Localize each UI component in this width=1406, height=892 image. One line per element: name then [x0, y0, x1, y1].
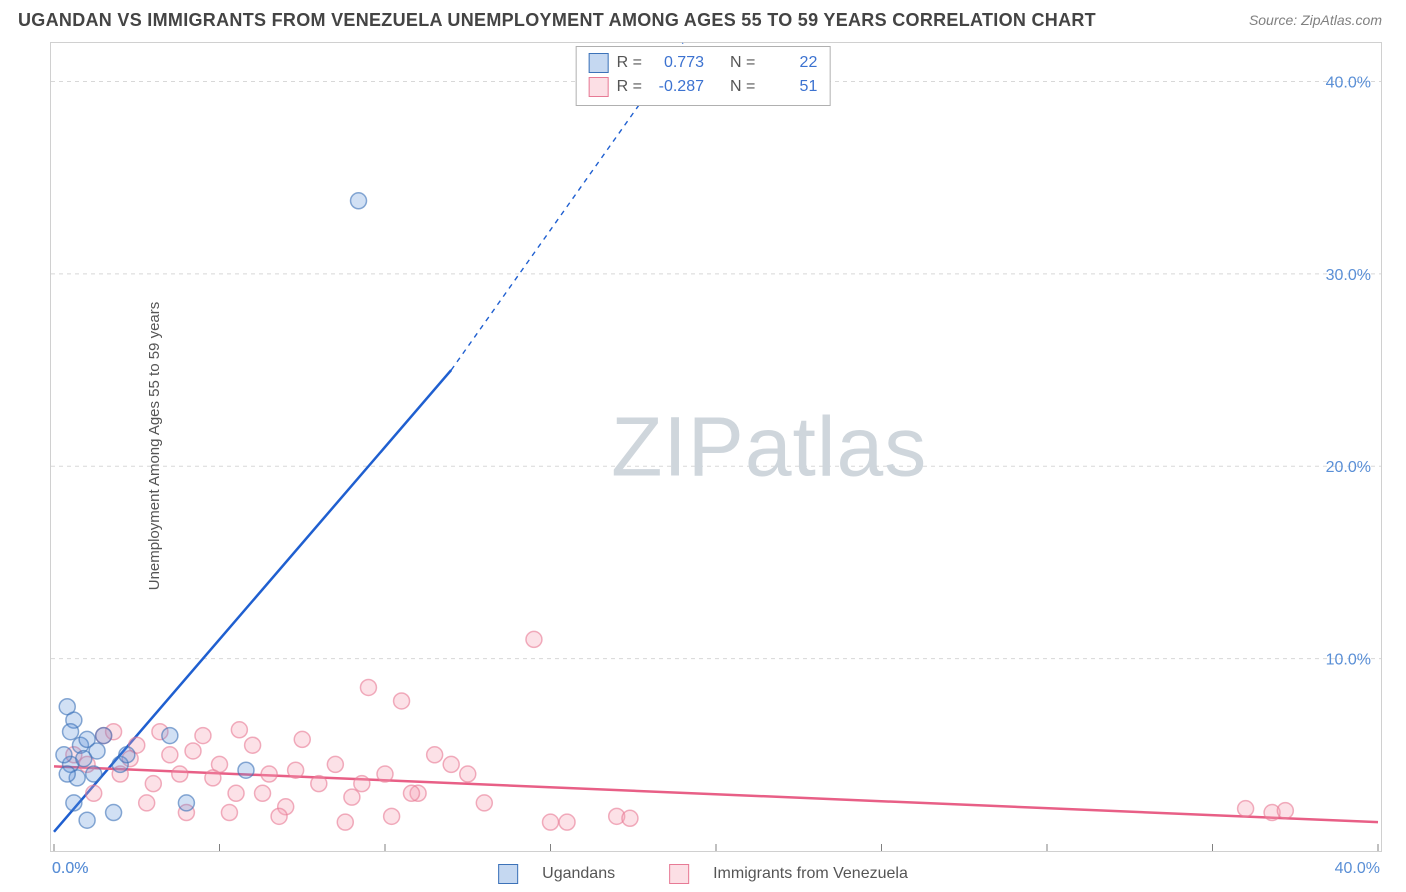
swatch-blue	[589, 53, 609, 73]
svg-text:40.0%: 40.0%	[1326, 74, 1371, 91]
r-value-venezuela: -0.287	[650, 75, 704, 99]
n-label: N =	[730, 51, 755, 75]
n-value-venezuela: 51	[763, 75, 817, 99]
r-label: R =	[617, 51, 642, 75]
r-label: R =	[617, 75, 642, 99]
swatch-blue-bottom	[498, 864, 518, 884]
chart-container: UGANDAN VS IMMIGRANTS FROM VENEZUELA UNE…	[0, 0, 1406, 892]
plot-area: ZIPatlas 10.0%20.0%30.0%40.0%0.0%40.0%0.…	[50, 42, 1382, 852]
swatch-pink	[589, 77, 609, 97]
chart-title: UGANDAN VS IMMIGRANTS FROM VENEZUELA UNE…	[18, 10, 1096, 31]
n-label: N =	[730, 75, 755, 99]
legend-row-ugandans: R = 0.773 N = 22	[589, 51, 818, 75]
scatter-svg: 10.0%20.0%30.0%40.0%0.0%40.0%0.0%	[51, 43, 1381, 851]
svg-text:40.0%: 40.0%	[1335, 860, 1380, 877]
svg-text:30.0%: 30.0%	[1326, 267, 1371, 284]
series-legend: Ugandans Immigrants from Venezuela	[498, 864, 908, 884]
r-value-ugandans: 0.773	[650, 51, 704, 75]
svg-text:10.0%: 10.0%	[1326, 652, 1371, 669]
correlation-legend: R = 0.773 N = 22 R = -0.287 N = 51	[576, 46, 831, 106]
svg-text:20.0%: 20.0%	[1326, 459, 1371, 476]
legend-label-venezuela: Immigrants from Venezuela	[713, 865, 908, 883]
legend-label-ugandans: Ugandans	[542, 865, 615, 883]
svg-text:0.0%: 0.0%	[52, 860, 88, 877]
swatch-pink-bottom	[669, 864, 689, 884]
source-attribution: Source: ZipAtlas.com	[1249, 12, 1382, 28]
legend-row-venezuela: R = -0.287 N = 51	[589, 75, 818, 99]
n-value-ugandans: 22	[763, 51, 817, 75]
